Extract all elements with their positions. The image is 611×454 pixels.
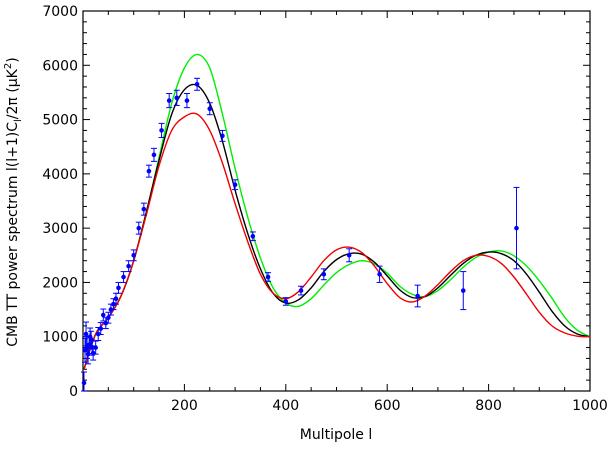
data-point bbox=[106, 315, 111, 321]
data-point bbox=[166, 98, 172, 103]
plot-frame bbox=[82, 10, 591, 392]
data-point bbox=[113, 296, 119, 302]
y-tick-label: 1000 bbox=[42, 330, 78, 346]
data-point bbox=[184, 98, 190, 103]
data-point bbox=[93, 345, 98, 350]
data-points-series bbox=[81, 77, 520, 392]
data-point bbox=[100, 312, 106, 318]
y-tick-label: 6000 bbox=[42, 58, 78, 74]
data-point bbox=[116, 285, 121, 291]
data-point bbox=[146, 168, 152, 174]
x-tick-label: 800 bbox=[475, 398, 502, 414]
model-curve-1 bbox=[83, 83, 591, 370]
data-point bbox=[232, 182, 238, 188]
data-point bbox=[83, 331, 89, 337]
data-point bbox=[514, 225, 519, 231]
data-point bbox=[174, 95, 180, 101]
data-point bbox=[207, 106, 213, 112]
y-axis-label: CMB TT power spectrum l(l+1)Cl/2π (μK2) bbox=[3, 57, 24, 346]
data-point bbox=[298, 288, 304, 293]
data-point bbox=[159, 128, 164, 133]
data-point bbox=[415, 293, 420, 299]
data-point bbox=[194, 81, 200, 87]
y-axis-label-close: ) bbox=[5, 57, 21, 62]
data-point bbox=[151, 152, 157, 158]
x-tick-label: 400 bbox=[272, 398, 299, 414]
y-tick-label: 2000 bbox=[42, 275, 78, 291]
x-tick-label: 200 bbox=[171, 398, 198, 414]
data-point bbox=[131, 252, 136, 258]
data-point bbox=[126, 263, 131, 269]
data-point bbox=[283, 299, 289, 304]
x-axis-label: Multipole l bbox=[300, 427, 373, 443]
data-point bbox=[377, 271, 382, 277]
y-tick-label: 7000 bbox=[42, 4, 78, 20]
x-tick-label: 1000 bbox=[572, 398, 608, 414]
y-axis-label-after: /2π (μK bbox=[5, 68, 21, 119]
data-point bbox=[220, 133, 225, 139]
y-axis-label-sub: l bbox=[13, 119, 24, 122]
y-tick-label: 5000 bbox=[42, 113, 78, 129]
plot-area bbox=[81, 53, 591, 392]
data-point bbox=[85, 351, 91, 357]
y-axis-ticks: 0 1000 2000 3000 4000 5000 6000 7000 bbox=[42, 4, 590, 400]
data-point bbox=[90, 350, 96, 356]
x-tick-label: 600 bbox=[374, 398, 401, 414]
model-curve-0 bbox=[83, 53, 591, 370]
data-point bbox=[321, 271, 327, 277]
data-point bbox=[460, 288, 466, 293]
data-point bbox=[95, 331, 101, 337]
y-tick-label: 0 bbox=[69, 384, 78, 400]
x-axis-ticks: 200 400 600 800 1000 bbox=[107, 11, 608, 414]
data-point bbox=[98, 326, 104, 331]
data-point bbox=[250, 233, 256, 239]
data-point bbox=[346, 252, 352, 258]
y-tick-label: 4000 bbox=[42, 167, 78, 183]
y-axis-label-sup: 2 bbox=[3, 63, 14, 69]
data-point bbox=[81, 380, 87, 386]
data-point bbox=[121, 274, 126, 280]
y-tick-label: 3000 bbox=[42, 221, 78, 237]
model-curve-2 bbox=[83, 112, 591, 370]
y-axis-label-main: CMB TT power spectrum l(l+1)C bbox=[5, 122, 21, 347]
data-point bbox=[136, 225, 142, 231]
data-point bbox=[141, 206, 147, 212]
data-point bbox=[265, 274, 271, 280]
